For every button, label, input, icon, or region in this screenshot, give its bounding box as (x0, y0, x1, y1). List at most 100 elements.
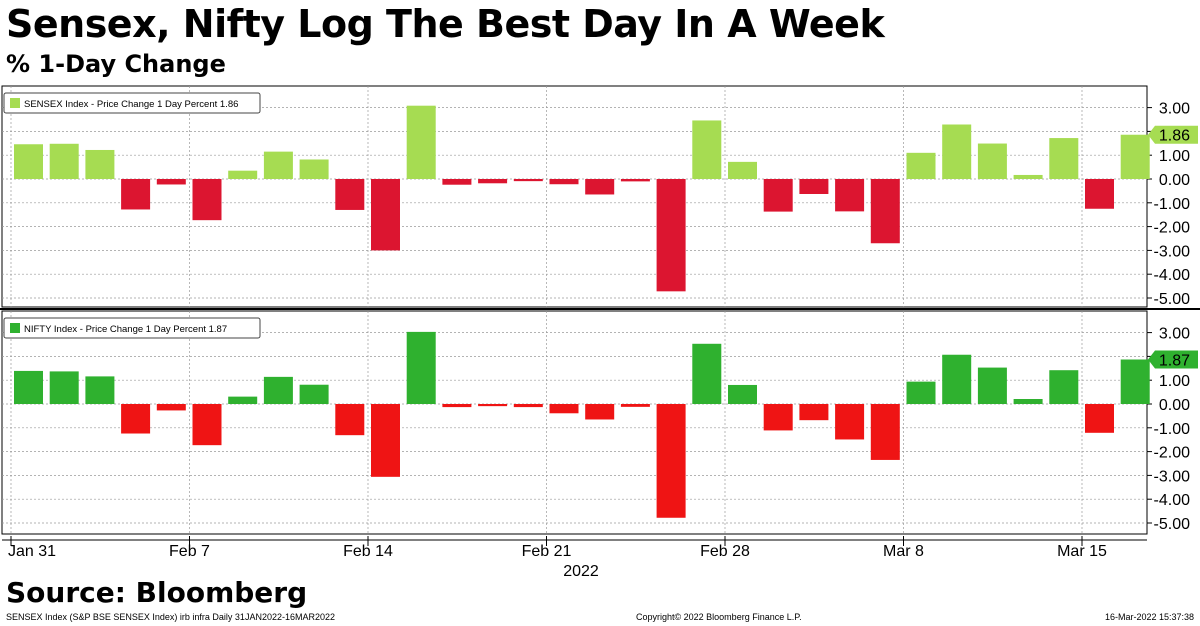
sensex-bar (728, 161, 757, 179)
nifty-bar (335, 404, 365, 436)
nifty-bar (406, 331, 436, 404)
sensex-last-value-label: 1.86 (1159, 128, 1190, 145)
sensex-bar (228, 170, 258, 179)
nifty-bar (299, 384, 329, 404)
nifty-ytick-label: -3.00 (1154, 468, 1191, 485)
sensex-bar (49, 143, 79, 179)
sensex-legend-swatch (10, 98, 20, 108)
x-tick-label: Jan 31 (8, 543, 56, 560)
sensex-bar (156, 179, 186, 185)
sensex-ytick-label: 1.00 (1159, 148, 1190, 165)
sensex-bar (585, 179, 615, 195)
nifty-legend-label: NIFTY Index - Price Change 1 Day Percent… (24, 324, 227, 335)
sensex-ytick-label: 3.00 (1159, 101, 1190, 118)
nifty-legend-box (3, 317, 261, 339)
nifty-bar (192, 404, 222, 446)
sensex-bar (549, 179, 579, 185)
nifty-bar (692, 343, 722, 404)
sensex-panel-frame (1, 85, 1148, 308)
sensex-bar (406, 105, 436, 179)
x-tick-label: Feb 21 (522, 543, 572, 560)
nifty-bar (1013, 399, 1043, 404)
x-tick-label: Mar 15 (1057, 543, 1107, 560)
nifty-ytick-label: -2.00 (1154, 445, 1191, 462)
nifty-last-value-tag (1148, 350, 1198, 369)
nifty-bar (977, 367, 1007, 404)
sensex-bar (1013, 174, 1043, 179)
nifty-bar (228, 396, 258, 404)
sensex-bar (977, 143, 1007, 179)
nifty-ytick-label: -1.00 (1154, 421, 1191, 438)
sensex-bar (335, 179, 365, 210)
sensex-bar (620, 179, 650, 182)
nifty-bar (263, 376, 293, 404)
nifty-bar (156, 404, 186, 411)
nifty-ytick-label: 3.00 (1159, 326, 1190, 343)
nifty-bar (1049, 370, 1079, 404)
nifty-bar (585, 404, 615, 420)
nifty-last-value-label: 1.87 (1159, 352, 1190, 369)
nifty-bar (442, 404, 472, 408)
sensex-bar (14, 144, 43, 179)
nifty-bar (121, 404, 151, 434)
nifty-bar (371, 404, 400, 477)
sensex-bar (299, 159, 329, 179)
nifty-ytick-label: -4.00 (1154, 492, 1191, 509)
nifty-ytick-label: -5.00 (1154, 516, 1191, 533)
nifty-bar (513, 404, 543, 408)
sensex-ytick-label: -2.00 (1154, 220, 1191, 237)
sensex-bar (1120, 134, 1150, 179)
x-tick-label: Mar 8 (883, 543, 924, 560)
sensex-bar (513, 179, 543, 182)
nifty-bar (942, 354, 972, 404)
sensex-bar (442, 179, 472, 185)
footer-copyright: Copyright© 2022 Bloomberg Finance L.P. (636, 612, 802, 622)
nifty-bar (14, 370, 43, 404)
sensex-bar (371, 179, 400, 251)
sensex-bar (942, 124, 972, 179)
x-tick-label: Feb 28 (700, 543, 750, 560)
nifty-ytick-label: 0.00 (1159, 397, 1190, 414)
sensex-bar (692, 120, 722, 179)
nifty-bar (620, 404, 650, 407)
nifty-bar (656, 404, 686, 518)
sensex-ytick-label: 0.00 (1159, 172, 1190, 189)
sensex-bar (263, 151, 293, 179)
nifty-ytick-label: 1.00 (1159, 373, 1190, 390)
nifty-bar (1120, 359, 1150, 404)
sensex-bar (656, 179, 686, 292)
sensex-last-value-tag (1148, 125, 1198, 144)
sensex-ytick-label: -1.00 (1154, 196, 1191, 213)
footer-series-note: SENSEX Index (S&P BSE SENSEX Index) irb … (6, 612, 335, 622)
sensex-legend-label: SENSEX Index - Price Change 1 Day Percen… (24, 99, 238, 110)
chart-title: Sensex, Nifty Log The Best Day In A Week (6, 2, 885, 46)
nifty-bar (85, 376, 115, 404)
sensex-bar (799, 179, 829, 194)
sensex-ytick-label: -4.00 (1154, 267, 1191, 284)
x-year-label: 2022 (563, 563, 599, 580)
chart-subtitle: % 1-Day Change (6, 50, 226, 78)
sensex-legend-box (3, 92, 261, 114)
sensex-bar (1049, 138, 1079, 179)
nifty-bar (906, 381, 936, 404)
nifty-bar (478, 404, 508, 407)
sensex-bar (121, 179, 151, 210)
nifty-bar (763, 404, 793, 431)
sensex-bar (906, 152, 936, 179)
sensex-ytick-label: -5.00 (1154, 291, 1191, 308)
nifty-bar (799, 404, 829, 421)
source-label: Source: Bloomberg (6, 576, 308, 609)
nifty-bar (728, 384, 757, 404)
nifty-bar (835, 404, 865, 440)
footer-timestamp: 16-Mar-2022 15:37:38 (1104, 612, 1194, 622)
sensex-bar (763, 179, 793, 212)
nifty-panel-frame (1, 310, 1148, 535)
sensex-bar (478, 179, 508, 184)
nifty-bar (1085, 404, 1114, 433)
sensex-bar (870, 179, 900, 244)
x-tick-label: Feb 7 (169, 543, 210, 560)
sensex-bar (835, 179, 865, 212)
nifty-bar (549, 404, 579, 414)
nifty-legend-swatch (10, 323, 20, 333)
